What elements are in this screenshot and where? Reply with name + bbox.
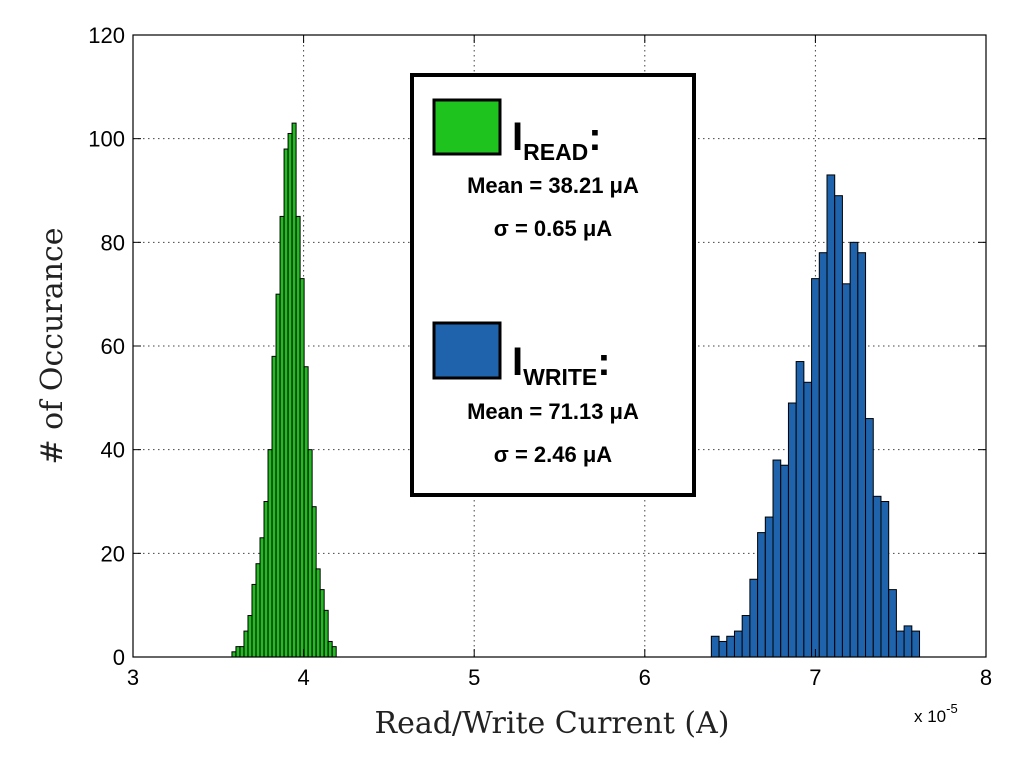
legend-write-title: IWRITE: <box>512 340 611 390</box>
legend-swatch-read <box>432 98 502 156</box>
write-bar <box>834 195 843 658</box>
legend-write-main: I <box>512 340 523 384</box>
write-bar <box>857 252 867 658</box>
write-bar <box>733 630 743 658</box>
read-bar <box>295 215 301 658</box>
write-bar <box>749 578 759 658</box>
x-tick-label: 5 <box>468 665 480 690</box>
read-bar <box>291 122 297 658</box>
read-bar <box>279 215 285 658</box>
x-multiplier-exponent: -5 <box>946 701 958 716</box>
read-bar <box>311 506 317 658</box>
y-tick-label: 120 <box>88 23 125 48</box>
write-bar <box>872 495 882 658</box>
read-bar <box>303 366 309 658</box>
legend-write-mean: Mean = 71.13 μA <box>467 399 639 424</box>
read-bar <box>327 640 333 658</box>
write-bar <box>764 516 774 658</box>
read-bar <box>287 132 293 658</box>
read-bar <box>319 589 325 658</box>
read-bar <box>259 537 265 658</box>
write-bar <box>795 361 805 658</box>
read-bar <box>275 293 281 658</box>
legend-write-colon: : <box>597 340 610 384</box>
write-bar <box>772 459 782 658</box>
x-tick-label: 8 <box>980 665 992 690</box>
write-bar <box>718 640 728 658</box>
write-bar <box>841 283 851 658</box>
read-bar <box>231 651 237 658</box>
read-bar <box>315 568 321 658</box>
legend-write-sub: WRITE <box>523 364 597 390</box>
legend-read-main: I <box>512 115 523 159</box>
read-bar <box>263 501 269 658</box>
legend-read-sigma: σ = 0.65 μA <box>494 216 613 241</box>
y-tick-label: 20 <box>101 541 125 566</box>
write-bar <box>811 278 820 658</box>
write-bar <box>903 625 913 658</box>
x-multiplier: x 10-5 <box>914 701 958 726</box>
write-bar <box>818 252 828 658</box>
x-tick-label: 7 <box>809 665 821 690</box>
x-tick-label: 6 <box>639 665 651 690</box>
read-bar <box>243 630 249 658</box>
y-tick-label: 100 <box>88 127 125 152</box>
read-bar <box>235 646 241 658</box>
read-bar <box>271 355 277 658</box>
write-bar <box>911 630 921 658</box>
read-bar <box>267 449 273 658</box>
y-tick-label: 60 <box>101 334 125 359</box>
write-bar <box>780 464 789 658</box>
write-bar <box>880 501 890 658</box>
write-bar <box>726 635 735 658</box>
legend-read-colon: : <box>588 115 601 159</box>
read-bar <box>251 583 257 658</box>
read-bar <box>247 615 253 658</box>
legend-box: IREAD: Mean = 38.21 μA σ = 0.65 μA IWRIT… <box>410 73 696 497</box>
read-bar <box>255 563 261 658</box>
write-bar <box>803 381 813 658</box>
x-axis-label: Read/Write Current (A) <box>374 706 729 741</box>
read-bar <box>283 148 289 658</box>
read-bar <box>239 646 245 658</box>
histogram-bars <box>231 122 921 658</box>
write-bar <box>741 615 751 658</box>
write-bar <box>849 241 859 658</box>
write-bar <box>888 589 897 658</box>
legend-read-title: IREAD: <box>512 115 602 165</box>
read-bar <box>323 609 329 658</box>
x-tick-label: 3 <box>127 665 139 690</box>
x-multiplier-base: x 10 <box>914 707 946 726</box>
write-bar <box>787 402 797 658</box>
write-bar <box>895 630 905 658</box>
read-bar <box>331 646 337 658</box>
write-bar <box>826 174 836 658</box>
read-bar <box>307 449 313 658</box>
legend-write-sigma: σ = 2.46 μA <box>494 442 613 467</box>
y-tick-label: 0 <box>113 645 125 670</box>
read-bar <box>299 278 305 658</box>
x-tick-label: 4 <box>297 665 309 690</box>
legend-read-sub: READ <box>523 139 588 165</box>
write-bar <box>865 418 874 658</box>
y-tick-label: 80 <box>101 230 125 255</box>
legend-swatch-write <box>432 321 502 380</box>
y-axis-label: # of Occurance <box>35 228 70 465</box>
legend-read-mean: Mean = 38.21 μA <box>467 173 639 198</box>
write-bar <box>757 532 766 658</box>
y-tick-label: 40 <box>101 438 125 463</box>
write-bar <box>710 635 720 658</box>
